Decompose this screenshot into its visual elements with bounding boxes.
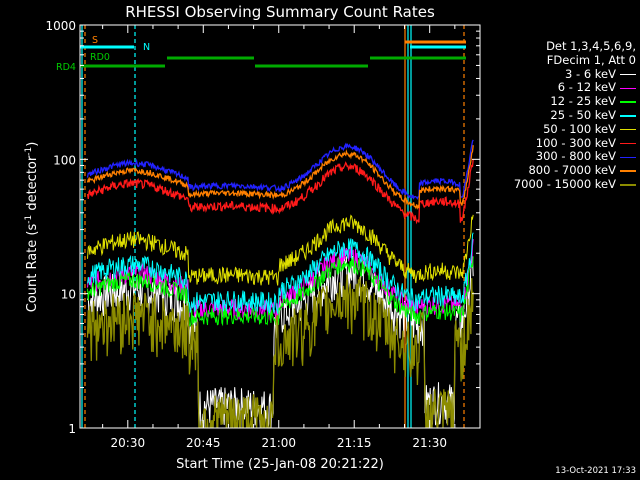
y-axis-label: Count Rate (s-1 detector-1) bbox=[24, 142, 40, 313]
plot-frame bbox=[79, 24, 481, 429]
legend-label: 7000 - 15000 keV bbox=[513, 176, 616, 191]
x-tick-label: 21:00 bbox=[261, 436, 296, 450]
legend-swatch bbox=[620, 156, 636, 159]
chart-title: RHESSI Observing Summary Count Rates bbox=[125, 3, 435, 21]
axes: 1 10 100 1000 20:30 20:45 21:00 21:15 21:30 bbox=[45, 19, 481, 450]
flag-label: RD0 bbox=[90, 52, 110, 63]
flag-label: RD4 bbox=[56, 62, 76, 73]
legend-swatch bbox=[620, 115, 636, 117]
legend-entry: 800 - 7000 keV bbox=[466, 163, 636, 178]
flag-label: N bbox=[143, 42, 150, 53]
legend-label: 100 - 300 keV bbox=[535, 135, 616, 150]
legend-label: 800 - 7000 keV bbox=[528, 163, 616, 178]
x-tick-label: 21:30 bbox=[412, 436, 447, 450]
legend-entry: 12 - 25 keV bbox=[466, 94, 636, 109]
x-tick-label: 21:15 bbox=[337, 436, 372, 450]
legend-entry: 300 - 800 keV bbox=[466, 150, 636, 164]
legend-label: 6 - 12 keV bbox=[557, 80, 616, 95]
legend-swatch bbox=[620, 73, 636, 76]
legend-swatch bbox=[620, 142, 636, 145]
legend-swatch bbox=[620, 87, 636, 90]
series-line bbox=[86, 139, 474, 200]
legend-swatch bbox=[620, 170, 636, 172]
legend-entry: 6 - 12 keV bbox=[466, 81, 636, 95]
legend-swatch bbox=[620, 101, 636, 103]
y-tick-label: 10 bbox=[61, 288, 76, 302]
plot-area bbox=[80, 25, 474, 428]
x-tick-label: 20:45 bbox=[186, 436, 221, 450]
series-line bbox=[86, 158, 474, 225]
legend-entry: 25 - 50 keV bbox=[466, 107, 636, 123]
series-line bbox=[87, 232, 474, 314]
legend-label: 300 - 800 keV bbox=[535, 149, 616, 164]
y-tick-label: 100 bbox=[53, 153, 76, 167]
legend-header-decimation: FDecim 1, Att 0 bbox=[546, 52, 636, 67]
series-line bbox=[87, 214, 474, 286]
generated-timestamp: 13-Oct-2021 17:33 bbox=[555, 466, 636, 476]
x-tick-label: 20:30 bbox=[111, 436, 146, 450]
legend-label: 25 - 50 keV bbox=[550, 107, 616, 122]
x-axis-label: Start Time (25-Jan-08 20:21:22) bbox=[176, 457, 384, 472]
legend-label: 3 - 6 keV bbox=[565, 66, 616, 81]
legend: Det 1,3,4,5,6,9, FDecim 1, Att 0 3 - 6 k… bbox=[466, 39, 636, 192]
legend-label: 12 - 25 keV bbox=[550, 94, 616, 109]
series-line bbox=[86, 145, 474, 210]
legend-swatch bbox=[620, 128, 636, 131]
legend-entry: 3 - 6 keV bbox=[466, 66, 636, 82]
series-line bbox=[87, 256, 474, 327]
legend-entry: 7000 - 15000 keV bbox=[466, 176, 636, 192]
flag-label: S bbox=[92, 35, 98, 46]
legend-label: 50 - 100 keV bbox=[543, 121, 616, 136]
legend-header-detectors: Det 1,3,4,5,6,9, bbox=[546, 39, 636, 53]
y-tick-label: 1000 bbox=[45, 19, 76, 33]
legend-entry: 50 - 100 keV bbox=[466, 121, 636, 137]
legend-swatch bbox=[620, 184, 636, 186]
series-line bbox=[86, 274, 474, 428]
y-tick-label: 1 bbox=[68, 422, 76, 436]
legend-entry: 100 - 300 keV bbox=[466, 135, 636, 151]
